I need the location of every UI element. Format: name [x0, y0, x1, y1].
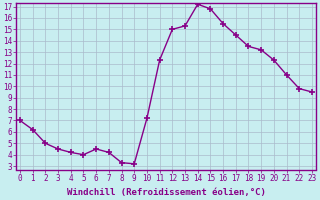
X-axis label: Windchill (Refroidissement éolien,°C): Windchill (Refroidissement éolien,°C) [67, 188, 265, 197]
